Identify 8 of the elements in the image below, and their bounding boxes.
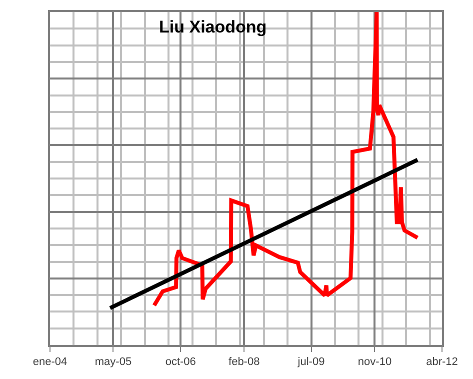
chart-title: Liu Xiaodong xyxy=(159,17,267,36)
x-tick-label: abr-12 xyxy=(426,356,458,368)
x-tick-label: feb-08 xyxy=(228,356,260,368)
x-tick-label: oct-06 xyxy=(165,356,196,368)
x-tick-label: ene-04 xyxy=(32,356,68,368)
x-tick-label: nov-10 xyxy=(358,356,392,368)
x-tick-label: may-05 xyxy=(94,356,132,368)
x-tick-label: jul-09 xyxy=(296,356,325,368)
